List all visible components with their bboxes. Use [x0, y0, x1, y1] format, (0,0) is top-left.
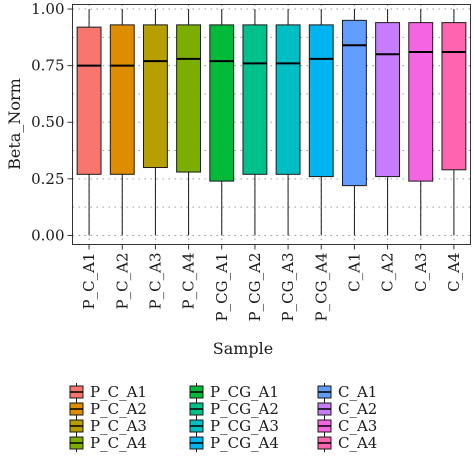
y-axis: 0.00 0.25 0.50 0.75 1.00 — [31, 0, 73, 244]
legend-label: P_C_A3 — [90, 417, 147, 435]
legend-label: C_A1 — [338, 383, 377, 401]
legend-label: C_A2 — [338, 400, 377, 418]
legend-item-P_CG_A2: P_CG_A2 — [189, 400, 279, 418]
box-P_CG_A2 — [242, 9, 268, 236]
legend-item-C_A3: C_A3 — [317, 417, 377, 435]
box-C_A3 — [408, 9, 434, 236]
legend-label: P_CG_A3 — [210, 417, 279, 435]
box-P_CG_A3 — [275, 9, 301, 236]
x-tick-label: C_A2 — [379, 253, 397, 292]
legend-item-C_A2: C_A2 — [317, 400, 377, 418]
box-P_C_A1 — [76, 9, 102, 236]
box-body — [341, 19, 367, 187]
x-tick-label: P_CG_A4 — [312, 253, 330, 322]
legend-item-P_C_A4: P_C_A4 — [69, 434, 147, 452]
legend-label: P_C_A4 — [90, 434, 147, 452]
box-C_A1 — [341, 9, 367, 236]
box-body — [275, 24, 301, 175]
x-tick-label: C_A3 — [412, 253, 430, 292]
legend-label: C_A3 — [338, 417, 377, 435]
box-body — [308, 24, 334, 178]
x-axis: P_C_A1 P_C_A2 P_C_A3 P_C_A4 P_CG_A1 P_CG_A2 P_… — [80, 244, 463, 322]
legend-label: C_A4 — [338, 434, 377, 452]
legend-label: P_C_A1 — [90, 383, 147, 401]
box-body — [142, 24, 168, 169]
box-body — [109, 24, 135, 175]
x-tick-label: P_C_A2 — [113, 253, 131, 310]
box-P_CG_A4 — [308, 9, 334, 236]
box-body — [441, 22, 467, 171]
legend-item-P_CG_A1: P_CG_A1 — [189, 383, 279, 401]
legend-item-P_C_A2: P_C_A2 — [69, 400, 147, 418]
box-C_A4 — [441, 9, 467, 236]
box-P_C_A4 — [176, 9, 202, 236]
box-body — [408, 22, 434, 182]
box-body — [209, 24, 235, 182]
x-tick-label: P_C_A3 — [146, 253, 164, 310]
legend: P_C_A1P_C_A2P_C_A3P_C_A4P_CG_A1P_CG_A2P_… — [69, 383, 377, 452]
box-body — [375, 22, 401, 178]
y-tick-label: 0.50 — [31, 113, 64, 131]
y-tick-label: 0.00 — [31, 226, 64, 244]
y-tick-label: 0.25 — [31, 170, 64, 188]
y-tick-label: 1.00 — [31, 0, 64, 18]
plot-frame — [72, 4, 471, 245]
box-body — [176, 24, 202, 173]
legend-item-P_CG_A3: P_CG_A3 — [189, 417, 279, 435]
legend-item-P_C_A3: P_C_A3 — [69, 417, 147, 435]
x-tick-label: P_CG_A3 — [279, 253, 297, 322]
y-axis-title: Beta_Norm — [5, 78, 24, 170]
x-tick-label: C_A4 — [445, 253, 463, 292]
legend-item-P_C_A1: P_C_A1 — [69, 383, 147, 401]
legend-label: P_CG_A2 — [210, 400, 279, 418]
box-C_A2 — [375, 9, 401, 236]
box-body — [242, 24, 268, 175]
legend-label: P_CG_A1 — [210, 383, 279, 401]
x-tick-label: C_A1 — [345, 253, 363, 292]
box-P_C_A3 — [142, 9, 168, 236]
x-axis-title: Sample — [213, 339, 274, 358]
box-P_CG_A1 — [209, 9, 235, 236]
x-tick-label: P_CG_A1 — [213, 253, 231, 322]
legend-item-C_A1: C_A1 — [317, 383, 377, 401]
x-tick-label: P_C_A4 — [180, 253, 198, 310]
box-P_C_A2 — [109, 9, 135, 236]
box-body — [76, 26, 102, 175]
legend-label: P_CG_A4 — [210, 434, 279, 452]
x-tick-label: P_C_A1 — [80, 253, 98, 310]
x-tick-label: P_CG_A2 — [246, 253, 264, 322]
box-series — [76, 9, 467, 236]
legend-item-P_CG_A4: P_CG_A4 — [189, 434, 279, 452]
y-tick-label: 0.75 — [31, 57, 64, 75]
legend-item-C_A4: C_A4 — [317, 434, 377, 452]
legend-label: P_C_A2 — [90, 400, 147, 418]
